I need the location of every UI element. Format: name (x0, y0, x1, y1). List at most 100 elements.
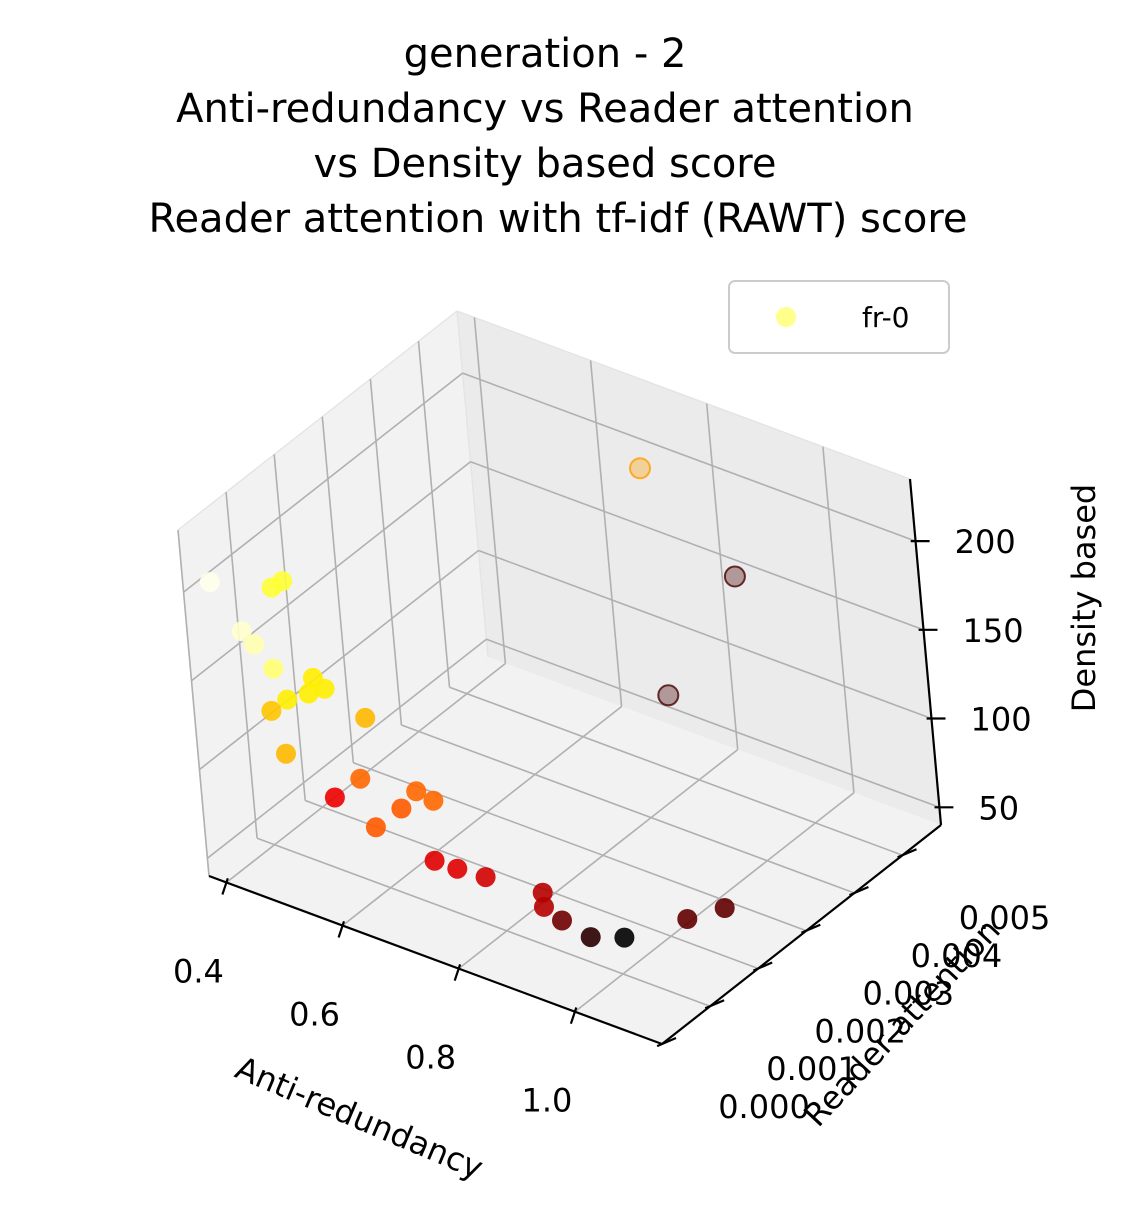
data-point-fr-0 (677, 909, 698, 929)
data-point-fr-0 (534, 896, 554, 917)
legend: fr-0 (728, 280, 950, 354)
x-grid-line (342, 705, 623, 927)
x-grid-line (705, 403, 739, 750)
y-tick-mark (849, 885, 869, 897)
floor-pane (209, 657, 941, 1044)
z-grid-line (199, 549, 479, 771)
y-grid-line (273, 454, 306, 801)
z-axis-label: Density based (1065, 484, 1103, 712)
z-tick-label: 150 (963, 612, 1024, 650)
x-grid-line (458, 748, 739, 970)
x-tick-label: 0.4 (173, 953, 224, 991)
pane-edge (177, 310, 458, 531)
pane-edge (456, 310, 911, 480)
data-point-fr-0 (657, 684, 680, 707)
data-point-fr-0 (298, 683, 319, 704)
x-tick-mark (569, 1007, 578, 1025)
z-tick-label: 50 (978, 789, 1019, 827)
y-grid-line (417, 341, 451, 688)
data-point-fr-0 (261, 700, 282, 721)
legend-box (728, 280, 950, 354)
y-grid-line (321, 416, 355, 763)
data-point-fr-0 (423, 790, 444, 811)
pane-edge (456, 310, 489, 658)
data-point-fr-0 (244, 634, 265, 655)
z-grid-line (462, 372, 916, 542)
title-line-3: vs Density based score (314, 141, 777, 187)
z-grid-line (486, 638, 940, 809)
data-point-fr-0 (199, 572, 220, 593)
x-grid-line (473, 317, 507, 664)
chart-title: generation - 2 Anti-redundancy vs Reader… (148, 31, 967, 242)
y-tick-label: 0.002 (814, 1013, 906, 1051)
z-axis-line (908, 478, 943, 826)
data-point-fr-0 (231, 621, 252, 642)
data-point-fr-0 (629, 457, 651, 480)
data-point-fr-0 (302, 667, 323, 688)
z-tick-label: 200 (955, 523, 1016, 561)
y-tick-mark (800, 923, 821, 934)
x-tick-label: 0.8 (405, 1039, 456, 1077)
data-point-fr-0 (276, 743, 296, 764)
data-point-fr-0 (475, 867, 496, 888)
title-line-2: Anti-redundancy vs Reader attention (176, 86, 914, 132)
legend-marker-fr-0 (776, 307, 796, 327)
data-point-fr-0 (580, 927, 601, 948)
y-grid-line (401, 724, 855, 894)
y-tick-label: 0.000 (718, 1088, 810, 1126)
y-grid-line (177, 529, 210, 877)
y-tick-mark (752, 961, 773, 972)
y-grid-line (256, 837, 711, 1007)
axis-panes (177, 310, 942, 1044)
data-point-fr-0 (263, 658, 284, 679)
z-tick-label: 100 (971, 701, 1032, 739)
legend-label-fr-0: fr-0 (862, 301, 910, 334)
z-grid-line (183, 372, 464, 593)
z-grid-line (470, 461, 924, 631)
back-wall-pane (457, 311, 941, 825)
y-tick-label: 0.001 (766, 1050, 858, 1088)
z-grid-line (206, 638, 487, 859)
y-grid-line (369, 378, 403, 726)
data-point-fr-0 (447, 858, 468, 879)
data-point-fr-0 (365, 817, 386, 838)
data-point-fr-0 (350, 768, 371, 789)
data-point-fr-0 (424, 850, 445, 871)
title-line-4: Reader attention with tf-idf (RAWT) scor… (148, 196, 967, 242)
x-tick-mark (337, 920, 346, 938)
tick-marks (221, 539, 954, 1048)
x-grid-line (589, 360, 623, 707)
data-point-fr-0 (391, 798, 412, 819)
data-point-fr-0 (714, 898, 735, 918)
x-tick-label: 1.0 (521, 1082, 572, 1120)
data-point-fr-0 (355, 707, 376, 728)
x-grid-line (822, 446, 855, 793)
data-point-fr-0 (272, 571, 293, 592)
y-tick-label: 0.005 (959, 899, 1051, 937)
data-point-fr-0 (277, 689, 298, 710)
data-point-fr-0 (324, 787, 345, 808)
y-tick-label: 0.003 (862, 975, 954, 1013)
data-point-fr-0 (552, 910, 572, 931)
z-grid-line (191, 461, 471, 682)
x-axis-line (208, 874, 663, 1046)
x-tick-mark (221, 877, 229, 895)
y-tick-mark (704, 999, 725, 1010)
data-point-fr-0 (723, 565, 746, 588)
y-tick-label: 0.004 (911, 937, 1003, 975)
y-tick-mark (656, 1036, 677, 1048)
z-grid-line (478, 549, 932, 720)
y-grid-line (449, 686, 903, 856)
left-wall-pane (178, 311, 488, 876)
y-tick-mark (897, 848, 917, 859)
data-point-fr-0 (614, 927, 635, 948)
y-grid-line (225, 492, 258, 839)
tick-labels: 0.4 0.6 0.8 1.0 0.0000.0010.0020.0030.0040.0… (173, 523, 1050, 1126)
x-tick-mark (453, 964, 462, 981)
x-grid-line (574, 792, 855, 1013)
title-line-1: generation - 2 (404, 31, 687, 77)
x-tick-label: 0.6 (289, 996, 340, 1034)
data-point-fr-0 (406, 781, 427, 802)
data-points (199, 457, 746, 948)
